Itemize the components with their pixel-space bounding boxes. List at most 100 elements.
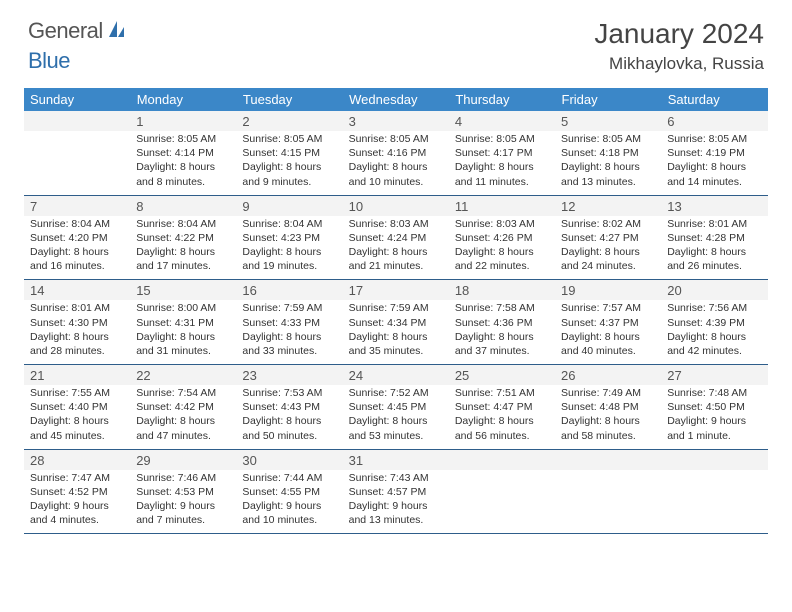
day-cell: 12: [555, 195, 661, 216]
sunset-text: Sunset: 4:42 PM: [136, 400, 230, 414]
day-number: 29: [136, 453, 230, 468]
day-number: [667, 453, 761, 468]
day-number: 1: [136, 114, 230, 129]
day-content-cell: Sunrise: 7:56 AMSunset: 4:39 PMDaylight:…: [661, 300, 767, 364]
sunrise-text: Sunrise: 8:05 AM: [136, 132, 230, 146]
sunset-text: Sunset: 4:57 PM: [349, 485, 443, 499]
sunset-text: Sunset: 4:53 PM: [136, 485, 230, 499]
calendar-body: 123456Sunrise: 8:05 AMSunset: 4:14 PMDay…: [24, 111, 768, 534]
daylight-text: Daylight: 8 hours and 21 minutes.: [349, 245, 443, 273]
sunrise-text: Sunrise: 7:47 AM: [30, 471, 124, 485]
day-content-cell: [24, 131, 130, 195]
day-content-cell: Sunrise: 8:04 AMSunset: 4:23 PMDaylight:…: [236, 216, 342, 280]
day-number: 26: [561, 368, 655, 383]
day-cell: 11: [449, 195, 555, 216]
day-content-cell: Sunrise: 8:02 AMSunset: 4:27 PMDaylight:…: [555, 216, 661, 280]
sunset-text: Sunset: 4:31 PM: [136, 316, 230, 330]
sunset-text: Sunset: 4:47 PM: [455, 400, 549, 414]
sunset-text: Sunset: 4:24 PM: [349, 231, 443, 245]
calendar-table: SundayMondayTuesdayWednesdayThursdayFrid…: [24, 88, 768, 534]
day-number: 18: [455, 283, 549, 298]
daylight-text: Daylight: 8 hours and 47 minutes.: [136, 414, 230, 442]
day-content-cell: [449, 470, 555, 534]
daylight-text: Daylight: 9 hours and 4 minutes.: [30, 499, 124, 527]
day-cell: 1: [130, 111, 236, 131]
day-content-cell: Sunrise: 7:52 AMSunset: 4:45 PMDaylight:…: [343, 385, 449, 449]
day-cell: 8: [130, 195, 236, 216]
day-header: Saturday: [661, 88, 767, 111]
day-content-cell: Sunrise: 7:49 AMSunset: 4:48 PMDaylight:…: [555, 385, 661, 449]
logo-word2: Blue: [28, 48, 70, 73]
daylight-text: Daylight: 8 hours and 56 minutes.: [455, 414, 549, 442]
sunset-text: Sunset: 4:45 PM: [349, 400, 443, 414]
day-cell: 6: [661, 111, 767, 131]
day-number: 5: [561, 114, 655, 129]
day-cell: 27: [661, 365, 767, 386]
week-row: 14151617181920: [24, 280, 768, 301]
day-cell: [555, 449, 661, 470]
week-row: 123456: [24, 111, 768, 131]
day-content-cell: Sunrise: 8:00 AMSunset: 4:31 PMDaylight:…: [130, 300, 236, 364]
day-cell: 4: [449, 111, 555, 131]
day-cell: 29: [130, 449, 236, 470]
sunrise-text: Sunrise: 7:46 AM: [136, 471, 230, 485]
day-number: 11: [455, 199, 549, 214]
sunrise-text: Sunrise: 7:48 AM: [667, 386, 761, 400]
sunset-text: Sunset: 4:17 PM: [455, 146, 549, 160]
sunrise-text: Sunrise: 8:04 AM: [136, 217, 230, 231]
day-cell: 19: [555, 280, 661, 301]
daylight-text: Daylight: 9 hours and 1 minute.: [667, 414, 761, 442]
sunset-text: Sunset: 4:50 PM: [667, 400, 761, 414]
sunrise-text: Sunrise: 7:55 AM: [30, 386, 124, 400]
day-number: [455, 453, 549, 468]
sunset-text: Sunset: 4:55 PM: [242, 485, 336, 499]
daylight-text: Daylight: 8 hours and 53 minutes.: [349, 414, 443, 442]
sunset-text: Sunset: 4:19 PM: [667, 146, 761, 160]
sunset-text: Sunset: 4:27 PM: [561, 231, 655, 245]
daylight-text: Daylight: 8 hours and 10 minutes.: [349, 160, 443, 188]
day-content-cell: [555, 470, 661, 534]
daylight-text: Daylight: 9 hours and 10 minutes.: [242, 499, 336, 527]
week-content-row: Sunrise: 7:55 AMSunset: 4:40 PM Daylight:…: [24, 385, 768, 449]
day-content-cell: Sunrise: 7:48 AMSunset: 4:50 PMDaylight:…: [661, 385, 767, 449]
sunrise-text: Sunrise: 7:59 AM: [242, 301, 336, 315]
day-cell: 15: [130, 280, 236, 301]
day-header: Wednesday: [343, 88, 449, 111]
sunrise-text: Sunrise: 7:56 AM: [667, 301, 761, 315]
day-number: [30, 114, 124, 129]
sunrise-text: Sunrise: 7:57 AM: [561, 301, 655, 315]
logo-sail-icon: [107, 19, 127, 44]
day-number: 24: [349, 368, 443, 383]
sunset-text: Sunset: 4:40 PM: [30, 400, 124, 414]
day-cell: 31: [343, 449, 449, 470]
sunrise-text: Sunrise: 8:04 AM: [242, 217, 336, 231]
sunrise-text: Sunrise: 8:01 AM: [30, 301, 124, 315]
day-content-cell: Sunrise: 8:05 AMSunset: 4:19 PMDaylight:…: [661, 131, 767, 195]
sunset-text: Sunset: 4:20 PM: [30, 231, 124, 245]
sunrise-text: Sunrise: 7:54 AM: [136, 386, 230, 400]
week-row: 28293031: [24, 449, 768, 470]
day-cell: 14: [24, 280, 130, 301]
day-cell: 24: [343, 365, 449, 386]
day-number: 8: [136, 199, 230, 214]
day-content-cell: Sunrise: 8:03 AMSunset: 4:26 PMDaylight:…: [449, 216, 555, 280]
week-content-row: Sunrise: 7:47 AMSunset: 4:52 PMDaylight:…: [24, 470, 768, 534]
day-cell: 5: [555, 111, 661, 131]
month-title: January 2024: [594, 18, 764, 50]
day-content-cell: Sunrise: 8:05 AMSunset: 4:16 PMDaylight:…: [343, 131, 449, 195]
sunrise-text: Sunrise: 7:49 AM: [561, 386, 655, 400]
day-number: 16: [242, 283, 336, 298]
daylight-text: Daylight: 8 hours and 19 minutes.: [242, 245, 336, 273]
logo-sub: Blue: [28, 48, 70, 74]
sunrise-text: Sunrise: 8:03 AM: [455, 217, 549, 231]
day-cell: 10: [343, 195, 449, 216]
day-number: 25: [455, 368, 549, 383]
daylight-text: Daylight: 8 hours and 8 minutes.: [136, 160, 230, 188]
sunset-text: Sunset: 4:34 PM: [349, 316, 443, 330]
sunrise-text: Sunrise: 7:51 AM: [455, 386, 549, 400]
sunset-text: Sunset: 4:16 PM: [349, 146, 443, 160]
daylight-text: Daylight: 8 hours and 17 minutes.: [136, 245, 230, 273]
day-cell: 3: [343, 111, 449, 131]
day-cell: 22: [130, 365, 236, 386]
day-cell: 26: [555, 365, 661, 386]
